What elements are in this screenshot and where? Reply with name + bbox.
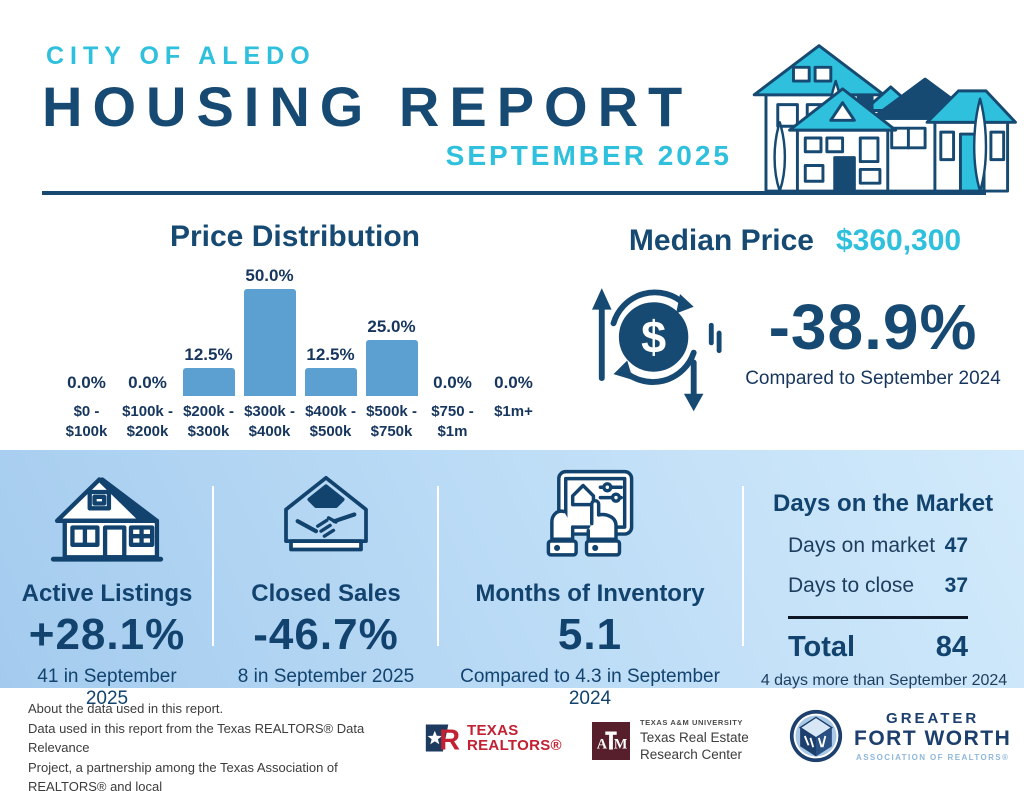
handshake-house-icon (284, 475, 368, 552)
gfw-line3: ASSOCIATION OF REALTORS® (856, 752, 1010, 762)
median-price-header: Median Price $360,300 (570, 224, 1020, 258)
header-divider (42, 191, 986, 195)
chart-column: 0.0% $750 - $1m (422, 266, 483, 442)
stat-label: Months of Inventory (475, 580, 705, 607)
total-divider (788, 616, 968, 619)
median-price-note: Compared to September 2024 (745, 368, 1001, 389)
category-label: $500k - $750k (366, 403, 417, 440)
days-on-market-row: Days on market 47 (788, 534, 968, 558)
stat-active-listings: Active Listings +28.1% 41 in September 2… (17, 450, 197, 710)
median-price-change: -38.9% (768, 291, 978, 363)
house-icon (50, 477, 164, 562)
houses-illustration-icon (752, 44, 1017, 193)
gfw-mark-icon (789, 709, 843, 763)
median-price-value: $360,300 (835, 224, 962, 257)
stat-value: +28.1% (28, 610, 186, 659)
texas-am-logo: A M TEXAS A&M UNIVERSITY Texas Real Esta… (592, 718, 749, 764)
bar-value-label: 0.0% (67, 373, 106, 392)
bar (243, 289, 296, 396)
bar-value-label: 25.0% (367, 317, 416, 336)
texas-realtors-line1: TEXAS (467, 721, 519, 739)
gfw-line1: GREATER (886, 710, 980, 728)
row-label: Days on market (788, 534, 936, 557)
divider (212, 486, 214, 646)
chart-column: 0.0% $100k - $200k (117, 266, 178, 442)
row-value: 47 (944, 534, 968, 557)
texas-realtors-line2: REALTORS® (467, 737, 562, 754)
chart-column: 0.0% $1m+ (483, 266, 544, 442)
gfw-realtors-logo: GREATER FORT WORTH ASSOCIATION OF REALTO… (788, 708, 1011, 764)
days-on-market-panel: Days on the Market Days on market 47 Day… (758, 450, 1010, 690)
days-on-market-note: 4 days more than September 2024 (760, 672, 1008, 689)
row-label: Days to close (788, 574, 915, 597)
total-label: Total (788, 631, 856, 663)
category-label: $0 - $100k (65, 403, 108, 440)
price-distribution-chart: 0.0% $0 - $100k 0.0% $100k - $200k 12.5% $200… (56, 266, 544, 442)
bar (304, 368, 357, 396)
stat-months-of-inventory: Months of Inventory 5.1 Compared to 4.3 … (455, 450, 725, 710)
bar-value-label: 0.0% (433, 373, 472, 392)
svg-text:$: $ (641, 312, 666, 363)
chart-column: 25.0% $500k - $750k (361, 266, 422, 442)
chart-column: 50.0% $300k - $400k (239, 266, 300, 442)
median-price-label: Median Price (628, 224, 814, 257)
stat-note: Compared to 4.3 in September 2024 (460, 666, 720, 709)
days-to-close-row: Days to close 37 (788, 574, 968, 598)
chart-column: 12.5% $200k - $300k (178, 266, 239, 442)
bar (365, 340, 418, 396)
tamu-university-label: TEXAS A&M UNIVERSITY (640, 718, 743, 727)
texas-realtors-logo: R TEXAS REALTORS® (424, 720, 562, 756)
dollar-cycle-icon: $ (592, 288, 722, 412)
svg-text:A: A (597, 736, 608, 752)
days-on-market-title: Days on the Market (773, 490, 994, 517)
stat-value: 5.1 (557, 610, 623, 659)
svg-text:M: M (614, 736, 628, 752)
chart-column: 0.0% $0 - $100k (56, 266, 117, 442)
total-row: Total 84 (788, 631, 968, 664)
category-label: $200k - $300k (183, 403, 234, 440)
divider (437, 486, 439, 646)
texas-am-mark-icon: A M (592, 721, 630, 760)
texas-realtors-mark-icon: R (425, 724, 460, 756)
chart-column: 12.5% $400k - $500k (300, 266, 361, 442)
report-month: SEPTEMBER 2025 (445, 140, 732, 171)
svg-text:R: R (439, 725, 460, 756)
bar-value-label: 50.0% (245, 266, 294, 285)
stats-band: Active Listings +28.1% 41 in September 2… (0, 450, 1024, 709)
bar-value-label: 0.0% (128, 373, 167, 392)
tamu-center-line2: Research Center (640, 746, 743, 762)
stat-closed-sales: Closed Sales -46.7% 8 in September 2025 (228, 450, 424, 688)
category-label: $400k - $500k (305, 403, 356, 440)
divider (742, 486, 744, 646)
report-kicker: CITY OF ALEDO (46, 42, 316, 70)
bar-value-label: 12.5% (306, 345, 355, 364)
stat-value: -46.7% (253, 610, 399, 659)
category-label: $750 - $1m (431, 403, 474, 440)
bar-value-label: 0.0% (494, 373, 533, 392)
gfw-line2: FORT WORTH (854, 727, 1012, 751)
stat-label: Closed Sales (251, 580, 401, 607)
category-label: $1m+ (494, 403, 533, 420)
stat-label: Active Listings (21, 580, 193, 607)
bar (182, 368, 235, 396)
page-title: HOUSING REPORT (42, 75, 693, 138)
stat-note: 41 in September 2025 (37, 666, 177, 709)
bar-value-label: 12.5% (184, 345, 233, 364)
stat-note: 8 in September 2025 (237, 666, 415, 687)
tablet-hands-icon (546, 469, 634, 557)
tamu-center-line1: Texas Real Estate (640, 730, 749, 745)
chart-title: Price Distribution (169, 220, 421, 253)
total-value: 84 (935, 631, 968, 663)
category-label: $100k - $200k (122, 403, 173, 440)
row-value: 37 (944, 574, 968, 597)
about-data-text: About the data used in this report. Data… (28, 701, 365, 791)
category-label: $300k - $400k (244, 403, 295, 440)
